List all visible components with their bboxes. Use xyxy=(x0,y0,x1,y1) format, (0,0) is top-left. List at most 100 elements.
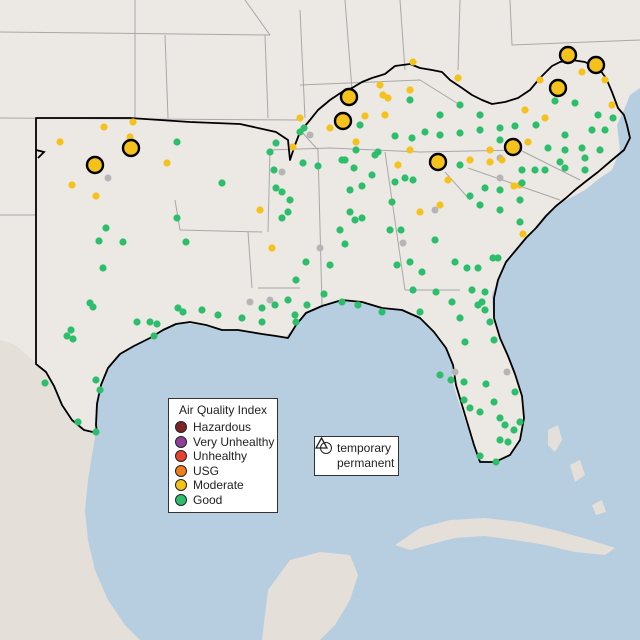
good-monitor-marker xyxy=(481,288,489,296)
moderate-monitor-marker xyxy=(524,138,532,146)
good-monitor-marker xyxy=(291,311,299,319)
good-monitor-marker xyxy=(368,171,376,179)
good-monitor-marker xyxy=(418,268,426,276)
aqi-legend-row-unhealthy: Unhealthy xyxy=(175,449,271,464)
good-monitor-marker xyxy=(284,208,292,216)
good-monitor-marker xyxy=(476,111,484,119)
moderate-monitor-marker xyxy=(268,244,276,252)
good-monitor-marker xyxy=(588,126,596,134)
good-monitor-marker xyxy=(461,338,469,346)
good-monitor-marker xyxy=(397,226,405,234)
moderate-monitor-marker xyxy=(510,182,518,190)
moderate-monitor-marker xyxy=(394,161,402,169)
usg-swatch xyxy=(175,464,187,477)
aqi-legend: Air Quality Index Hazardous Very Unhealt… xyxy=(168,398,278,513)
good-monitor-marker xyxy=(303,301,311,309)
good-monitor-marker xyxy=(356,121,364,129)
good-monitor-marker xyxy=(67,326,75,334)
moderate-monitor-marker xyxy=(163,159,171,167)
good-monitor-marker xyxy=(448,298,456,306)
moderate-temporary-monitor-marker xyxy=(428,152,448,172)
no-data-monitor-marker xyxy=(431,206,439,214)
moderate-monitor-marker xyxy=(361,112,369,120)
moderate-monitor-marker xyxy=(384,94,392,102)
good-monitor-marker xyxy=(561,146,569,154)
good-monitor-marker xyxy=(391,132,399,140)
moderate-temporary-monitor-marker xyxy=(339,87,359,107)
good-monitor-marker xyxy=(63,332,71,340)
moderate-monitor-marker xyxy=(541,114,549,122)
no-data-monitor-marker xyxy=(306,131,314,139)
good-monitor-marker xyxy=(74,418,82,426)
very-unhealthy-swatch xyxy=(175,435,187,448)
good-monitor-marker xyxy=(92,428,100,436)
good-monitor-marker xyxy=(338,298,346,306)
monitor-type-legend: temporary permanent xyxy=(314,436,399,476)
good-monitor-marker xyxy=(482,380,490,388)
good-monitor-marker xyxy=(314,162,322,170)
moderate-temporary-monitor-marker xyxy=(333,111,353,131)
good-monitor-marker xyxy=(532,121,540,129)
moderate-monitor-marker xyxy=(68,181,76,189)
no-data-monitor-marker xyxy=(503,368,511,376)
good-monitor-marker xyxy=(214,311,222,319)
region-outline xyxy=(35,59,631,463)
aqi-legend-row-good: Good xyxy=(175,493,271,508)
good-monitor-marker xyxy=(421,128,429,136)
good-monitor-marker xyxy=(266,148,274,156)
unhealthy-swatch xyxy=(175,450,187,463)
good-monitor-marker xyxy=(326,261,334,269)
moderate-monitor-marker xyxy=(486,158,494,166)
good-monitor-marker xyxy=(551,97,559,105)
moderate-monitor-marker xyxy=(406,86,414,94)
bahamas-islands xyxy=(548,425,606,515)
good-monitor-marker xyxy=(496,414,504,422)
good-monitor-marker xyxy=(278,188,286,196)
good-monitor-marker xyxy=(386,226,394,234)
good-monitor-marker xyxy=(511,122,519,130)
good-monitor-marker xyxy=(354,301,362,309)
good-monitor-marker xyxy=(358,214,366,222)
good-monitor-marker xyxy=(258,304,266,312)
good-monitor-marker xyxy=(299,159,307,167)
good-monitor-marker xyxy=(408,134,416,142)
good-monitor-marker xyxy=(516,196,524,204)
good-monitor-marker xyxy=(481,184,489,192)
good-monitor-marker xyxy=(460,396,468,404)
moderate-monitor-marker xyxy=(352,138,360,146)
good-monitor-marker xyxy=(218,179,226,187)
good-monitor-marker xyxy=(556,158,564,166)
good-monitor-marker xyxy=(378,308,386,316)
triangle-icon xyxy=(315,437,332,469)
good-monitor-marker xyxy=(406,258,414,266)
good-monitor-marker xyxy=(490,398,498,406)
good-monitor-marker xyxy=(431,236,439,244)
good-monitor-marker xyxy=(371,151,379,159)
good-monitor-marker xyxy=(292,276,300,284)
good-monitor-marker xyxy=(476,201,484,209)
good-monitor-marker xyxy=(146,318,154,326)
good-monitor-marker xyxy=(476,126,484,134)
aqi-legend-label: Unhealthy xyxy=(193,449,248,464)
good-monitor-marker xyxy=(456,101,464,109)
good-monitor-marker xyxy=(436,111,444,119)
good-monitor-marker xyxy=(544,144,552,152)
moderate-monitor-marker xyxy=(92,192,100,200)
good-monitor-marker xyxy=(272,184,280,192)
good-monitor-marker xyxy=(350,164,358,172)
good-monitor-marker xyxy=(409,176,417,184)
aqi-legend-row-usg: USG xyxy=(175,464,271,479)
yucatan-landmass xyxy=(262,552,358,640)
no-data-monitor-marker xyxy=(278,168,286,176)
good-monitor-marker xyxy=(496,206,504,214)
good-monitor-marker xyxy=(388,198,396,206)
good-monitor-marker xyxy=(401,174,409,182)
good-monitor-marker xyxy=(516,418,524,426)
good-monitor-marker xyxy=(531,166,539,174)
aqi-legend-label: Good xyxy=(193,492,223,507)
good-monitor-marker xyxy=(92,376,100,384)
good-monitor-marker xyxy=(406,96,414,104)
aqi-legend-title: Air Quality Index xyxy=(178,403,268,417)
aqi-legend-label: Hazardous xyxy=(193,420,252,435)
shape-legend-row-temporary: temporary xyxy=(320,441,393,456)
